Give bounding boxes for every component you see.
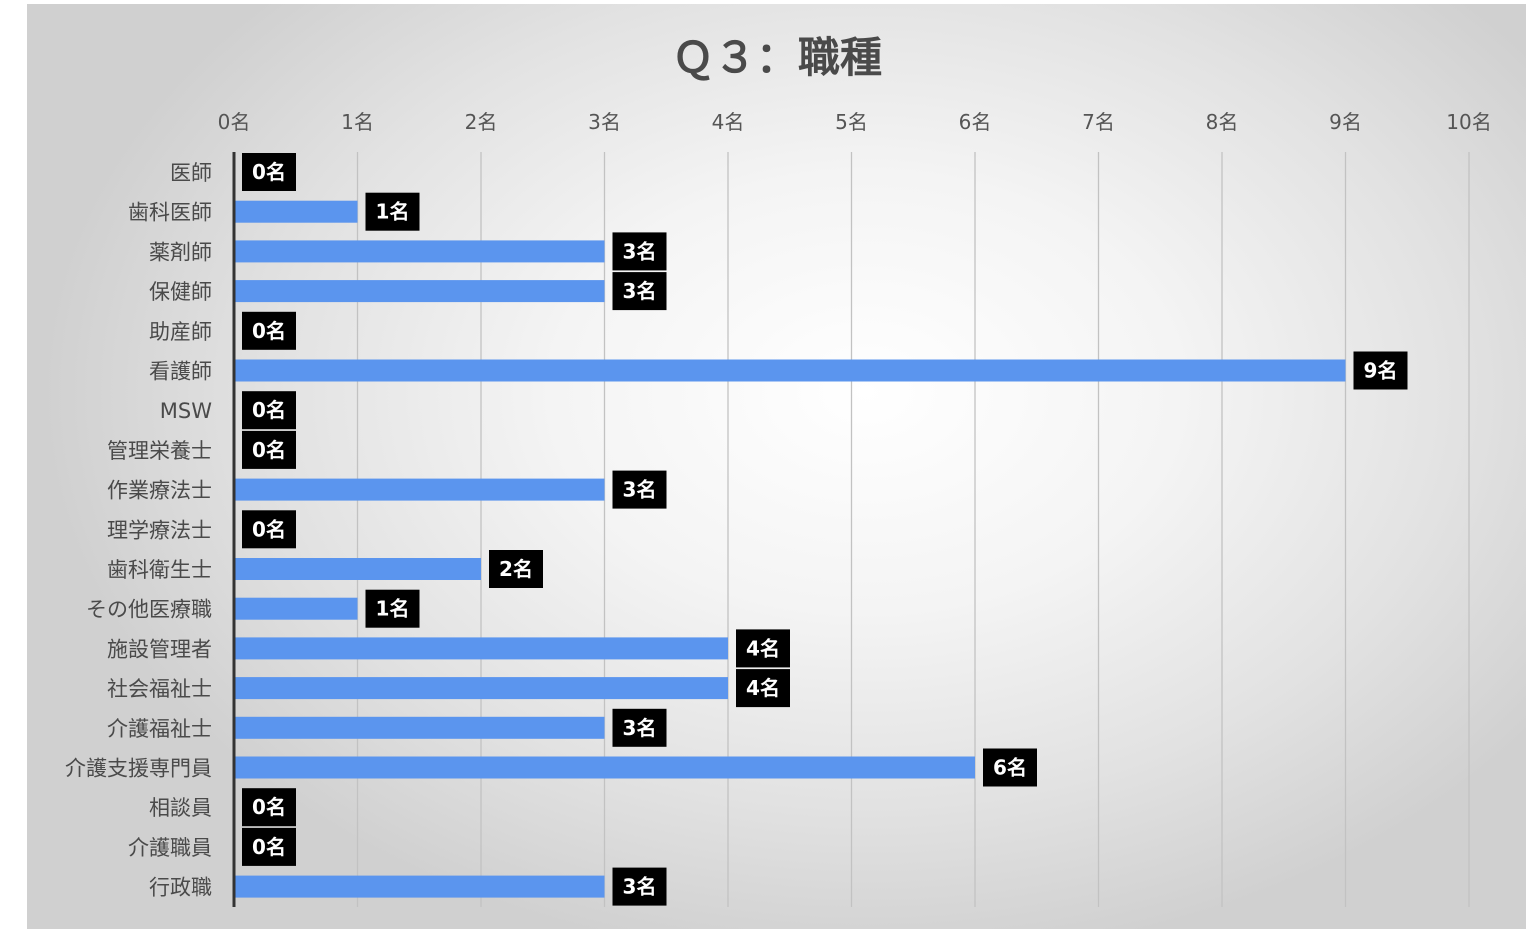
category-label: 介護福祉士	[107, 717, 212, 741]
data-label-box	[612, 708, 667, 747]
category-label: 管理栄養士	[107, 439, 212, 463]
x-tick-label: 8名	[1206, 110, 1239, 134]
bar	[234, 677, 728, 700]
bar	[234, 716, 605, 739]
category-label: 行政職	[149, 876, 212, 900]
data-label: 4名	[746, 636, 780, 660]
data-label-box	[242, 391, 296, 430]
category-label: 医師	[170, 161, 212, 185]
category-label: 歯科医師	[128, 201, 212, 225]
data-label: 0名	[252, 160, 286, 184]
data-label: 0名	[252, 438, 286, 462]
data-label: 9名	[1364, 359, 1398, 383]
data-label-box	[242, 510, 296, 549]
data-label-box	[242, 827, 296, 866]
data-label-box	[242, 153, 296, 191]
bar	[234, 558, 481, 580]
x-tick-label: 5名	[835, 110, 868, 134]
x-axis-ticks: 0名 1名 2名 3名 4名 5名 6名 7名 8名 9名 10名	[218, 110, 1492, 134]
data-label: 0名	[252, 835, 286, 859]
bar	[234, 597, 358, 620]
data-label: 3名	[623, 279, 657, 303]
data-label-box	[1353, 351, 1408, 390]
bar	[234, 200, 358, 223]
bar	[234, 756, 975, 779]
category-label: 薬剤師	[149, 240, 212, 264]
data-label: 1名	[376, 200, 410, 224]
data-label: 4名	[746, 676, 780, 700]
category-label: 施設管理者	[107, 637, 212, 661]
chart-title: Ｑ３：職種	[672, 33, 882, 82]
data-label: 0名	[252, 319, 286, 343]
data-label: 0名	[252, 517, 286, 541]
x-tick-label: 4名	[712, 110, 745, 134]
data-label: 3名	[623, 716, 657, 740]
bar	[234, 875, 605, 898]
data-labels: 0名 1名 3名 3名 0名 9名 0名 0名 3名 0名 2名 1名 4名 4名 3名 6名 0名 0名 3名	[242, 153, 1408, 906]
category-label: 介護職員	[128, 836, 212, 860]
category-label: 社会福祉士	[107, 677, 212, 701]
data-label: 0名	[252, 795, 286, 819]
data-label-box	[612, 272, 667, 311]
data-label-box	[489, 550, 543, 588]
x-tick-label: 7名	[1082, 110, 1115, 134]
x-tick-label: 3名	[588, 110, 621, 134]
x-tick-label: 0名	[218, 110, 251, 134]
category-label: 介護支援専門員	[65, 757, 212, 781]
category-label: 歯科衛生士	[107, 558, 212, 582]
category-label: MSW	[160, 399, 212, 423]
bar	[234, 637, 728, 660]
data-label: 6名	[993, 756, 1027, 780]
category-label: 相談員	[149, 796, 212, 820]
data-label: 0名	[252, 398, 286, 422]
x-tick-label: 1名	[341, 110, 374, 134]
data-label-box	[736, 669, 790, 708]
x-tick-label: 10名	[1446, 110, 1491, 134]
data-label: 3名	[623, 875, 657, 899]
data-label-box	[242, 430, 296, 469]
category-label: 作業療法士	[107, 479, 212, 503]
x-tick-label: 6名	[959, 110, 992, 134]
x-tick-label: 2名	[465, 110, 498, 134]
category-label: その他医療職	[86, 598, 212, 622]
data-label: 3名	[623, 239, 657, 263]
bar	[234, 359, 1346, 382]
category-label: 理学療法士	[107, 518, 212, 542]
data-label-box	[983, 748, 1037, 787]
data-label: 1名	[376, 597, 410, 621]
data-label: 2名	[499, 557, 533, 581]
bar	[234, 240, 605, 263]
data-label-box	[365, 192, 420, 231]
data-label: 3名	[623, 478, 657, 502]
bars	[234, 200, 1346, 898]
data-label-box	[365, 589, 420, 628]
data-label-box	[612, 470, 667, 509]
bar	[234, 478, 605, 501]
category-label: 保健師	[149, 280, 212, 304]
category-label: 看護師	[149, 360, 212, 384]
data-label-box	[736, 629, 790, 668]
gridlines	[356, 152, 1470, 907]
category-label: 助産師	[149, 320, 212, 344]
bar	[234, 280, 605, 303]
data-label-box	[242, 311, 296, 350]
x-tick-label: 9名	[1329, 110, 1362, 134]
data-label-box	[242, 788, 296, 827]
data-label-box	[612, 867, 667, 906]
data-label-box	[612, 232, 667, 271]
